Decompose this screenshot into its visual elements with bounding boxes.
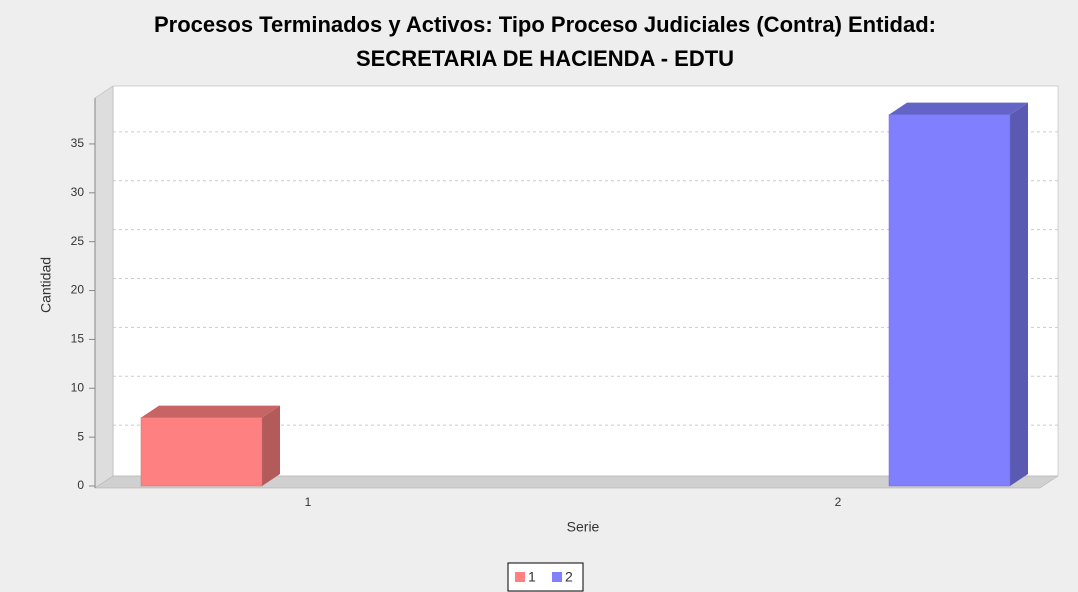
chart-title: Procesos Terminados y Activos: Tipo Proc… [154,12,936,37]
y-tick-label: 10 [71,380,85,394]
y-tick-label: 5 [77,429,84,443]
x-axis-label: Serie [567,519,600,535]
bar-side [1010,102,1028,486]
y-tick-label: 25 [71,234,85,248]
y-tick-label: 20 [71,283,85,297]
legend-label: 1 [528,569,536,585]
bar [888,114,1011,487]
bar-top [141,405,280,418]
legend-swatch [552,572,562,582]
plot-floor [94,475,1059,489]
bar [140,417,263,487]
y-tick-label: 15 [71,332,85,346]
legend-swatch [515,572,525,582]
x-tick-label: 2 [835,495,842,509]
x-tick-label: 1 [305,495,312,509]
bar-top [889,102,1028,115]
y-tick-label: 0 [77,478,84,492]
y-axis-label: Cantidad [38,257,54,313]
bar-side [262,405,280,486]
chart-title: SECRETARIA DE HACIENDA - EDTU [356,46,734,71]
legend-label: 2 [565,569,573,585]
plot-left-wall [94,85,114,489]
y-tick-label: 35 [71,136,85,150]
y-tick-label: 30 [71,185,85,199]
